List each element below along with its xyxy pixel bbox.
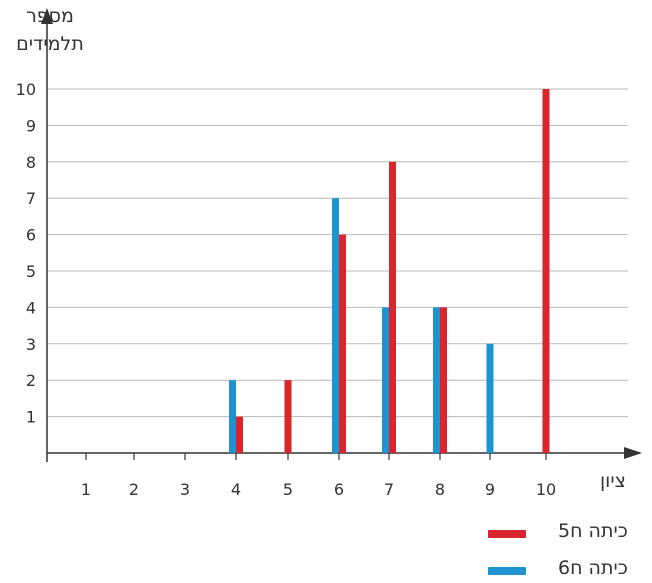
x-tick-label-8: 8 bbox=[435, 480, 445, 499]
bar-class-8-6-grade-8 bbox=[433, 307, 440, 453]
bar-class-8-5-grade-4 bbox=[236, 416, 243, 453]
y-tick-label-8: 8 bbox=[26, 153, 36, 172]
y-tick-label-3: 3 bbox=[26, 335, 36, 354]
y-tick-label-1: 1 bbox=[26, 408, 36, 427]
legend-swatch-class-8-6 bbox=[488, 567, 526, 575]
y-axis-arrow bbox=[41, 8, 53, 24]
bar-class-8-6-grade-4 bbox=[229, 380, 236, 453]
x-tick-label-1: 1 bbox=[81, 480, 91, 499]
legend-item-class-8-6: כיתה ח6 bbox=[470, 557, 630, 583]
y-tick-label-9: 9 bbox=[26, 116, 36, 135]
x-axis-label: ציון bbox=[600, 470, 626, 492]
legend-label-class-8-5: כיתה ח5 bbox=[558, 520, 628, 542]
legend-swatch-class-8-5 bbox=[488, 530, 526, 538]
y-axis-label-line-2: תלמידים bbox=[16, 33, 84, 55]
x-tick-label-9: 9 bbox=[485, 480, 495, 499]
x-axis-arrow bbox=[624, 447, 642, 459]
y-tick-label-6: 6 bbox=[26, 226, 36, 245]
x-tick-label-6: 6 bbox=[334, 480, 344, 499]
x-tick-label-10: 10 bbox=[536, 480, 556, 499]
bar-class-8-6-grade-9 bbox=[486, 343, 494, 453]
bar-class-8-5-grade-7 bbox=[389, 161, 396, 454]
y-tick-label-7: 7 bbox=[26, 189, 36, 208]
y-tick-label-4: 4 bbox=[26, 298, 36, 317]
y-tick-label-2: 2 bbox=[26, 371, 36, 390]
x-tick-label-7: 7 bbox=[384, 480, 394, 499]
bar-class-8-6-grade-7 bbox=[382, 307, 389, 453]
x-tick-label-3: 3 bbox=[180, 480, 190, 499]
y-tick-label-5: 5 bbox=[26, 262, 36, 281]
x-tick-label-2: 2 bbox=[129, 480, 139, 499]
bar-class-8-5-grade-10 bbox=[542, 89, 550, 453]
bar-class-8-5-grade-6 bbox=[339, 234, 346, 453]
bar-class-8-6-grade-6 bbox=[332, 198, 339, 453]
legend-label-class-8-6: כיתה ח6 bbox=[558, 557, 628, 579]
y-tick-label-10: 10 bbox=[16, 80, 36, 99]
x-tick-label-5: 5 bbox=[283, 480, 293, 499]
x-tick-label-4: 4 bbox=[231, 480, 241, 499]
legend-item-class-8-5: כיתה ח5 bbox=[470, 520, 630, 546]
bar-class-8-5-grade-8 bbox=[440, 307, 447, 453]
bar-class-8-5-grade-5 bbox=[284, 380, 292, 453]
